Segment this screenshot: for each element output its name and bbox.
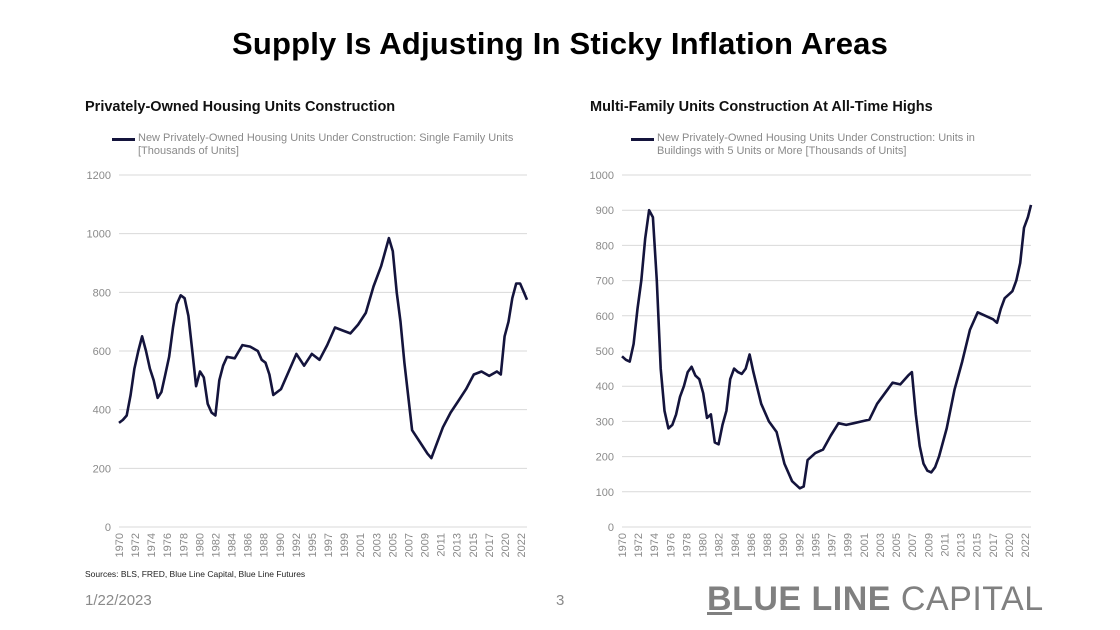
left-chart-ytick-label: 1000 <box>87 229 111 241</box>
page-title: Supply Is Adjusting In Sticky Inflation … <box>231 26 889 61</box>
right-chart-ytick-label: 700 <box>596 276 614 288</box>
left-chart-xtick-label: 1995 <box>307 533 319 557</box>
right-chart-xtick-label: 1995 <box>810 533 822 557</box>
right-chart-title: Multi-Family Units Construction At All-T… <box>590 99 933 115</box>
right-chart-xtick-label: 2001 <box>859 533 871 557</box>
brand-light: CAPITAL <box>890 580 1044 618</box>
right-chart-ytick-label: 1000 <box>590 170 614 182</box>
left-chart-series-line <box>118 236 529 460</box>
left-chart-xtick-label: 1974 <box>146 533 158 557</box>
slide-date: 1/22/2023 <box>85 592 152 609</box>
brand-logo: BLUE LINE CAPITAL <box>707 580 1044 619</box>
left-chart-xtick-label: 2005 <box>387 533 399 557</box>
left-chart-ytick-label: 600 <box>93 346 111 358</box>
left-chart-xtick-label: 1984 <box>227 533 239 557</box>
left-chart-xtick-label: 2015 <box>468 533 480 557</box>
right-chart-xtick-label: 1976 <box>665 533 677 557</box>
right-chart-xtick-label: 2015 <box>972 533 984 557</box>
right-chart-xtick-label: 1986 <box>746 533 758 557</box>
left-chart-xtick-label: 2017 <box>484 533 496 557</box>
left-chart-xtick-label: 1972 <box>130 533 142 557</box>
right-chart-xtick-label: 1999 <box>843 533 855 557</box>
left-chart-xtick-label: 2022 <box>516 533 528 557</box>
left-chart-xtick-label: 2020 <box>500 533 512 557</box>
right-chart-ytick-label: 900 <box>596 205 614 217</box>
left-chart-legend: New Privately-Owned Housing Units Under … <box>112 132 528 158</box>
right-chart-xtick-label: 1982 <box>714 533 726 557</box>
right-chart-ytick-label: 200 <box>596 452 614 464</box>
left-chart-ytick-label: 0 <box>105 522 111 534</box>
left-chart-xtick-label: 1986 <box>243 533 255 557</box>
left-chart-xtick-label: 2013 <box>452 533 464 557</box>
right-chart-xtick-label: 2003 <box>875 533 887 557</box>
left-chart-xtick-label: 1976 <box>162 533 174 557</box>
right-chart-xtick-label: 1990 <box>778 533 790 557</box>
right-chart-ytick-label: 0 <box>608 522 614 534</box>
left-chart-ytick-label: 400 <box>93 405 111 417</box>
left-legend-text: New Privately-Owned Housing Units Under … <box>138 132 514 157</box>
right-chart-xtick-label: 1980 <box>698 533 710 557</box>
left-chart-xtick-label: 1978 <box>178 533 190 557</box>
right-chart-ytick-label: 600 <box>596 311 614 323</box>
right-chart-xtick-label: 2011 <box>939 533 951 557</box>
right-chart-xtick-label: 1984 <box>730 533 742 557</box>
right-chart-ytick-label: 500 <box>596 346 614 358</box>
left-chart-xtick-label: 1982 <box>210 533 222 557</box>
left-chart-xtick-label: 2009 <box>420 533 432 557</box>
legend-line-swatch <box>631 138 654 141</box>
right-chart-legend: New Privately-Owned Housing Units Under … <box>631 132 1017 158</box>
right-chart-xtick-label: 2017 <box>988 533 1000 557</box>
right-chart-ytick-label: 800 <box>596 240 614 252</box>
left-chart-xtick-label: 2007 <box>403 533 415 557</box>
left-chart-ytick-label: 200 <box>93 463 111 475</box>
right-chart-xtick-label: 1970 <box>617 533 629 557</box>
right-chart-xtick-label: 1978 <box>681 533 693 557</box>
left-chart-xtick-label: 2003 <box>371 533 383 557</box>
right-chart-xtick-label: 2013 <box>956 533 968 557</box>
right-chart-ytick-label: 400 <box>596 381 614 393</box>
sources-note: Sources: BLS, FRED, Blue Line Capital, B… <box>85 569 306 579</box>
right-chart-xtick-label: 1997 <box>827 533 839 557</box>
right-chart-xtick-label: 1988 <box>762 533 774 557</box>
left-chart-xtick-label: 1997 <box>323 533 335 557</box>
right-chart-xtick-label: 1972 <box>633 533 645 557</box>
right-chart-ytick-label: 100 <box>596 487 614 499</box>
right-chart-xtick-label: 2020 <box>1004 533 1016 557</box>
left-chart-ytick-label: 800 <box>93 287 111 299</box>
right-chart-xtick-label: 2007 <box>907 533 919 557</box>
page-number: 3 <box>556 592 565 609</box>
left-chart-ytick-label: 1200 <box>87 170 111 182</box>
right-chart-ytick-label: 300 <box>596 416 614 428</box>
right-chart-xtick-label: 1974 <box>649 533 661 557</box>
left-chart-xtick-label: 1990 <box>275 533 287 557</box>
right-chart-series-line <box>621 204 1033 490</box>
left-chart-xtick-label: 2011 <box>436 533 448 557</box>
left-chart-xtick-label: 1999 <box>339 533 351 557</box>
brand-bold: BLUE LINE <box>707 580 891 618</box>
right-chart-xtick-label: 2005 <box>891 533 903 557</box>
left-chart-title: Privately-Owned Housing Units Constructi… <box>85 99 396 115</box>
right-legend-text: New Privately-Owned Housing Units Under … <box>657 132 975 157</box>
left-chart-xtick-label: 1980 <box>194 533 206 557</box>
left-chart-xtick-label: 1992 <box>291 533 303 557</box>
left-chart-xtick-label: 1970 <box>114 533 126 557</box>
right-chart-xtick-label: 1992 <box>794 533 806 557</box>
right-chart-xtick-label: 2009 <box>923 533 935 557</box>
left-chart-xtick-label: 1988 <box>259 533 271 557</box>
legend-line-swatch <box>112 138 135 141</box>
right-chart-xtick-label: 2022 <box>1020 533 1032 557</box>
left-chart-xtick-label: 2001 <box>355 533 367 557</box>
